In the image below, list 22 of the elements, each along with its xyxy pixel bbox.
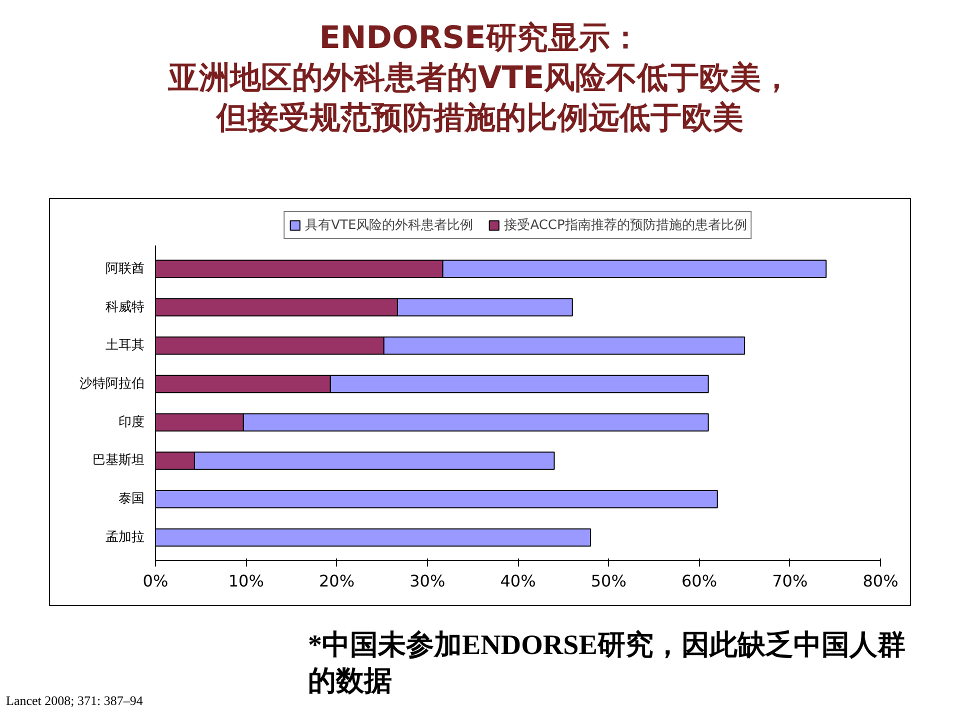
x-tick-label: 50% (590, 572, 626, 590)
text: *中国未参加ENDORSE研究，因此缺乏中国人群的数据 (308, 628, 906, 699)
y-tick-label: 土耳其 (106, 338, 144, 354)
x-tick-label: 10% (228, 572, 264, 590)
x-tick-label: 30% (410, 572, 446, 590)
x-tick-label: 80% (862, 572, 898, 590)
y-tick-label: 阿联酋 (106, 261, 144, 276)
x-tick-label: 70% (772, 572, 808, 590)
legend-label: 具有VTE风险的外科患者比例 (305, 217, 474, 234)
x-tick-label: 60% (681, 572, 718, 590)
x-tick-label: 20% (318, 572, 355, 590)
text: Lancet 2008; 371: 387–94 (6, 692, 143, 710)
y-tick-label: 巴基斯坦 (92, 453, 144, 468)
y-tick-label: 泰国 (118, 492, 144, 507)
chart-title: ENDORSE研究显示：亚洲地区的外科患者的VTE风险不低于欧美，但接受规范预防措施的比例远低于欧美 (168, 19, 792, 138)
y-tick-label: 科威特 (106, 300, 144, 315)
x-tick-label: 40% (500, 572, 536, 590)
y-tick-label: 沙特阿拉伯 (80, 376, 144, 392)
x-tick-label: 0% (142, 572, 168, 590)
y-tick-label: 印度 (118, 414, 144, 430)
legend-label: 接受ACCP指南推荐的预防措施的患者比例 (504, 217, 747, 234)
y-tick-label: 孟加拉 (106, 530, 144, 545)
